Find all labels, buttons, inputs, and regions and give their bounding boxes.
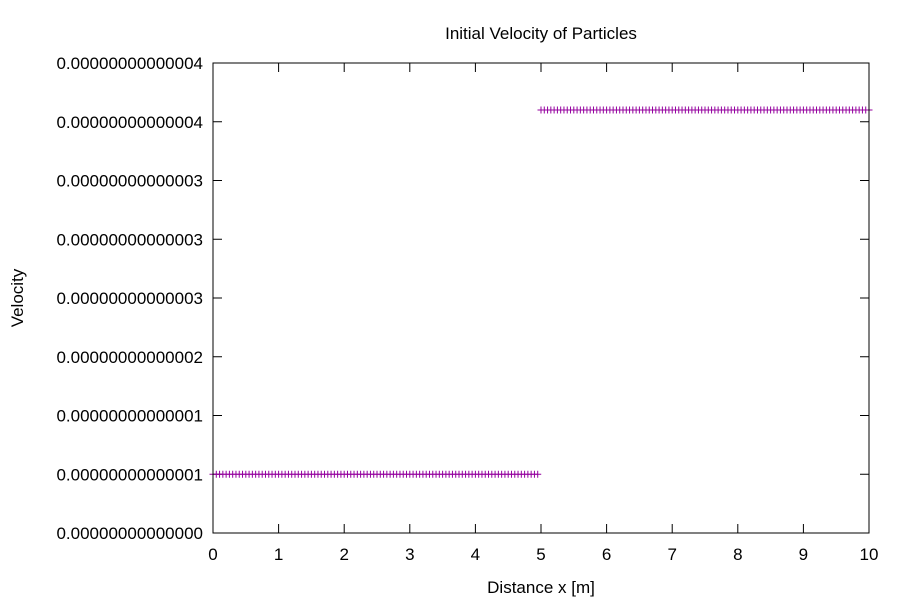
chart-title: Initial Velocity of Particles (445, 24, 637, 43)
x-axis-label: Distance x [m] (487, 578, 595, 597)
x-tick-label: 9 (799, 545, 808, 564)
y-axis-label: Velocity (8, 268, 27, 327)
x-tick-label: 3 (405, 545, 414, 564)
y-tick-label: 0.00000000000003 (56, 289, 203, 308)
data-points (209, 106, 873, 478)
x-tick-label: 6 (602, 545, 611, 564)
x-tick-label: 7 (667, 545, 676, 564)
plot-frame (212, 62, 870, 534)
y-tick-label: 0.00000000000002 (56, 348, 203, 367)
y-tick-label: 0.00000000000001 (56, 407, 203, 426)
axis-ticks: 0 1 2 3 4 5 6 7 8 9 10 0.00000000000000 0.0000000000… (56, 54, 878, 564)
y-tick-label: 0.00000000000004 (56, 54, 203, 73)
x-tick-label: 2 (339, 545, 348, 564)
x-tick-label: 1 (274, 545, 283, 564)
x-tick-label: 0 (208, 545, 217, 564)
data-point (534, 470, 542, 478)
y-tick-label: 0.00000000000001 (56, 465, 203, 484)
x-tick-label: 8 (733, 545, 742, 564)
y-tick-label: 0.00000000000003 (56, 172, 203, 191)
y-tick-label: 0.00000000000004 (56, 113, 203, 132)
x-tick-label: 4 (471, 545, 480, 564)
y-tick-label: 0.00000000000000 (56, 524, 203, 543)
y-tick-label: 0.00000000000003 (56, 230, 203, 249)
x-tick-label: 5 (536, 545, 545, 564)
x-tick-label: 10 (860, 545, 879, 564)
